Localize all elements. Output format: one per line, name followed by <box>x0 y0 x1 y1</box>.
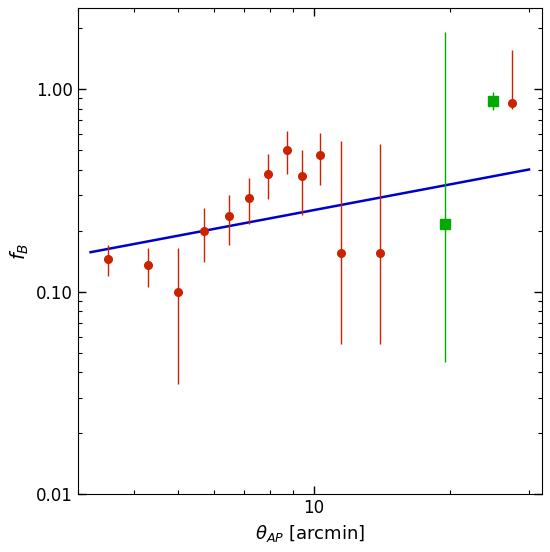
Y-axis label: $f_{B}$: $f_{B}$ <box>8 242 31 260</box>
X-axis label: $\theta_{AP}$ [arcmin]: $\theta_{AP}$ [arcmin] <box>255 523 365 544</box>
